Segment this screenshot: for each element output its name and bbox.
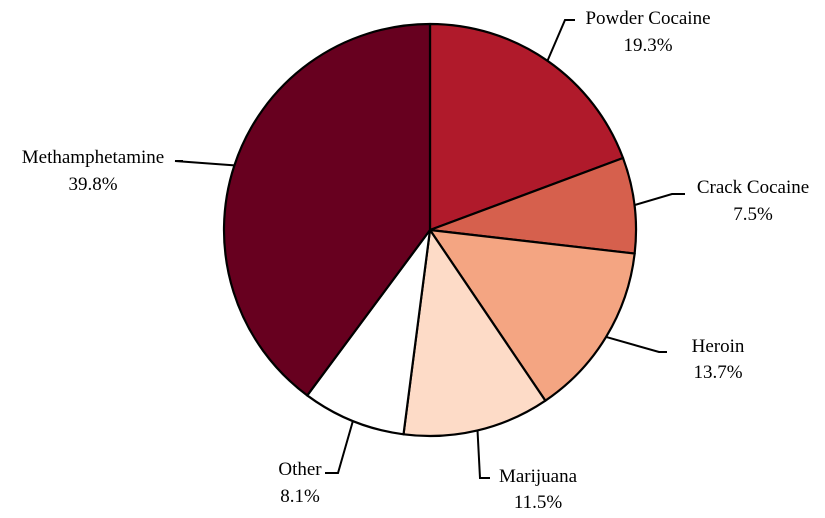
label-heroin: Heroin 13.7% (692, 336, 745, 383)
pie-slices (222, 22, 638, 438)
label-methamphetamine-value: 39.8% (68, 174, 117, 195)
pie-slice-heroin (428, 228, 636, 402)
label-other: Other 8.1% (278, 459, 322, 507)
pie-slice-marijuana (402, 228, 547, 438)
leader-line-methamphetamine (174, 160, 235, 167)
label-powder-cocaine-name: Powder Cocaine (585, 8, 710, 29)
label-crack-cocaine-name: Crack Cocaine (697, 177, 809, 198)
label-heroin-name: Heroin (692, 336, 745, 357)
label-heroin-value: 13.7% (693, 362, 742, 383)
leader-line-heroin (605, 335, 667, 353)
label-powder-cocaine-value: 19.3% (623, 35, 672, 56)
label-marijuana: Marijuana 11.5% (499, 466, 578, 513)
leader-line-powder-cocaine (546, 19, 575, 62)
leader-line-crack-cocaine (634, 193, 685, 207)
leader-lines (174, 19, 685, 479)
leader-line-marijuana (476, 430, 490, 479)
pie-slice-crack-cocaine (428, 156, 638, 255)
label-crack-cocaine: Crack Cocaine 7.5% (697, 177, 809, 225)
label-marijuana-name: Marijuana (499, 466, 578, 487)
label-other-value: 8.1% (280, 486, 320, 507)
pie-slice-powder-cocaine (428, 22, 625, 232)
pie-slice-other (306, 228, 432, 436)
label-other-name: Other (278, 459, 322, 480)
label-methamphetamine: Methamphetamine 39.8% (22, 147, 164, 195)
label-marijuana-value: 11.5% (514, 492, 563, 513)
label-powder-cocaine: Powder Cocaine 19.3% (585, 8, 710, 56)
leader-line-other (325, 420, 354, 474)
label-methamphetamine-name: Methamphetamine (22, 147, 164, 168)
label-crack-cocaine-value: 7.5% (733, 204, 773, 225)
